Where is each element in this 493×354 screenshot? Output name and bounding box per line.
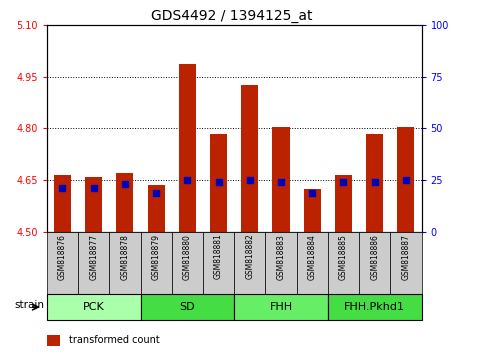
Bar: [234, 232, 265, 294]
Bar: [85, 177, 102, 232]
Bar: [47, 294, 141, 320]
Text: GSM818887: GSM818887: [401, 234, 410, 280]
Bar: [147, 185, 165, 232]
Text: FHH.Pkhd1: FHH.Pkhd1: [344, 302, 405, 312]
Bar: [172, 232, 203, 294]
Bar: [273, 127, 289, 232]
Text: GSM818883: GSM818883: [277, 234, 285, 280]
Text: PCK: PCK: [83, 302, 105, 312]
Bar: [234, 294, 328, 320]
Bar: [390, 232, 422, 294]
Text: GSM818878: GSM818878: [120, 234, 129, 280]
Bar: [78, 232, 109, 294]
Bar: [265, 232, 297, 294]
Text: transformed count: transformed count: [70, 335, 160, 345]
Text: GSM818876: GSM818876: [58, 234, 67, 280]
Bar: [116, 173, 134, 232]
Bar: [366, 133, 383, 232]
Text: GDS4492 / 1394125_at: GDS4492 / 1394125_at: [151, 9, 313, 23]
Bar: [47, 335, 60, 346]
Text: GSM818884: GSM818884: [308, 234, 317, 280]
Text: GSM818881: GSM818881: [214, 234, 223, 279]
Text: GSM818879: GSM818879: [152, 234, 161, 280]
Bar: [241, 85, 258, 232]
Bar: [328, 294, 422, 320]
Bar: [203, 232, 234, 294]
Bar: [210, 133, 227, 232]
Text: GSM818886: GSM818886: [370, 234, 379, 280]
Text: SD: SD: [179, 302, 195, 312]
Bar: [54, 175, 71, 232]
Text: GSM818880: GSM818880: [183, 234, 192, 280]
Text: FHH: FHH: [270, 302, 292, 312]
Bar: [397, 127, 415, 232]
Bar: [304, 189, 321, 232]
Bar: [297, 232, 328, 294]
Text: strain: strain: [14, 300, 44, 310]
Bar: [179, 64, 196, 232]
Bar: [359, 232, 390, 294]
Text: GSM818877: GSM818877: [89, 234, 98, 280]
Bar: [109, 232, 141, 294]
Bar: [328, 232, 359, 294]
Bar: [141, 294, 234, 320]
Bar: [335, 175, 352, 232]
Bar: [47, 232, 78, 294]
Text: GSM818885: GSM818885: [339, 234, 348, 280]
Bar: [141, 232, 172, 294]
Text: GSM818882: GSM818882: [246, 234, 254, 279]
